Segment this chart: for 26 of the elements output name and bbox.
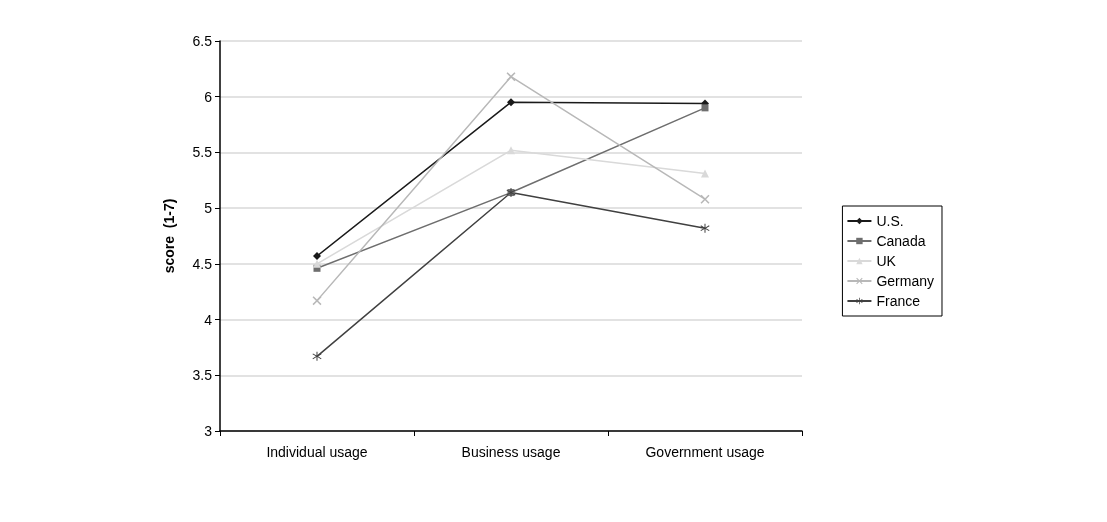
point [312,296,322,306]
legend-label: France [876,293,921,309]
y-tick-label: 4 [204,311,213,328]
y-tick-label: 5 [204,200,213,217]
point [313,252,321,261]
point [507,146,515,155]
point [507,98,515,107]
legend-label: Germany [876,273,935,289]
x-tick-label: Business usage [461,444,561,460]
y-tick-label: 4.5 [192,255,213,272]
point [701,169,709,178]
legend-label: Canada [876,233,926,249]
y-tick-label: 6 [204,88,213,105]
legend-label: U.S. [876,213,904,229]
y-tick-label: 6.5 [192,33,213,49]
point [313,259,321,268]
point [506,72,516,82]
x-tick-label: Government usage [645,444,765,460]
y-tick-label: 3.5 [192,367,213,384]
legend-label: UK [876,253,897,269]
point [701,104,709,112]
y-tick-label: 5.5 [192,144,213,161]
y-tick-label: 3 [204,423,213,439]
point [700,194,710,204]
y-axis-title: score (1-7) [161,198,177,274]
x-tick-label: Individual usage [266,444,368,460]
